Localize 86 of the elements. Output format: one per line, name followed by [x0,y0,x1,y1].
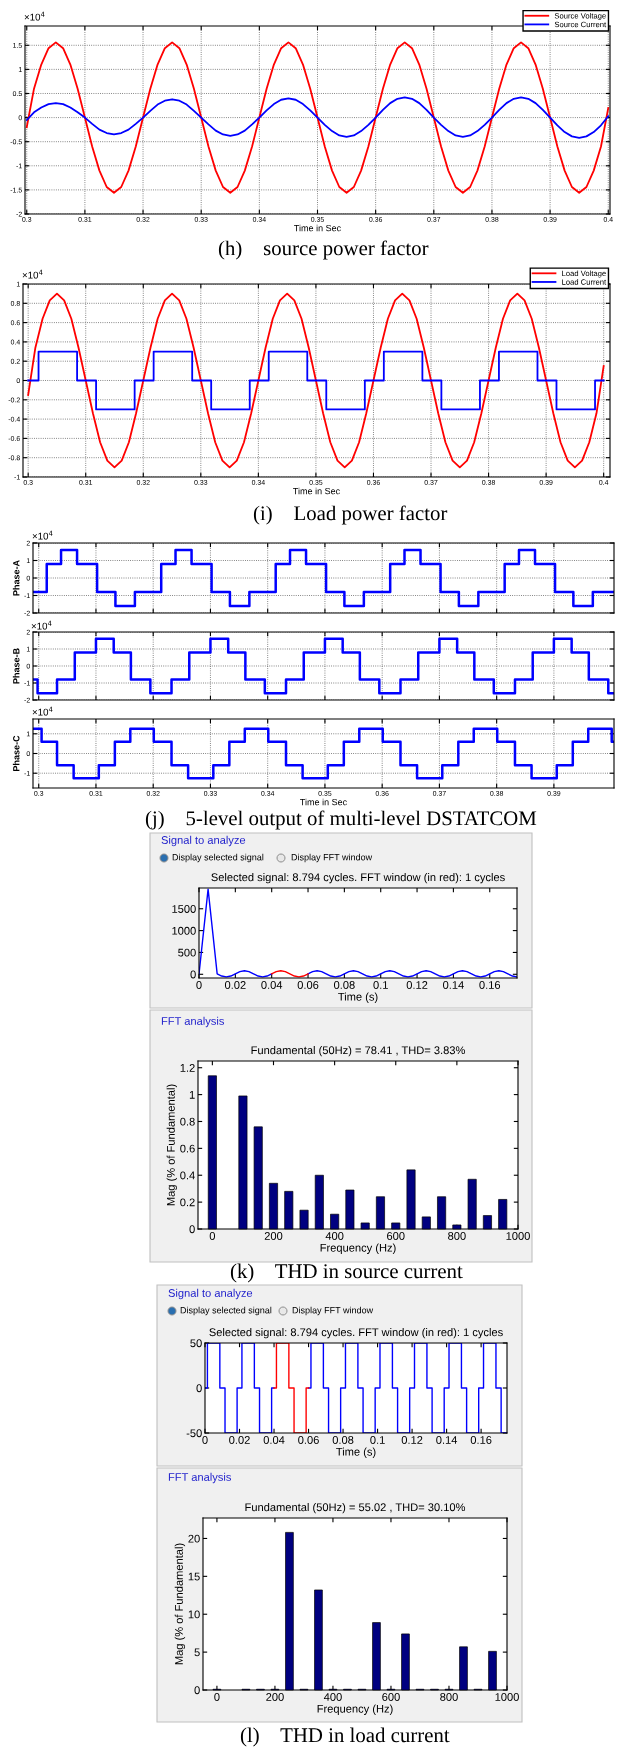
line-series [270,970,309,978]
text: Display selected signal [172,853,264,863]
x-tick-label: 0.06 [297,981,319,989]
x-tick-label: 200 [264,1232,283,1240]
y-tick-label: 0 [190,970,196,979]
text: Signal to analyze [168,1288,253,1300]
x-tick-label: 0.12 [401,1436,423,1444]
x-tick-label: 0.14 [443,981,464,989]
text: (h) source power factor [218,240,429,260]
x-tick-label: 0.06 [298,1436,319,1444]
x-tick-label: 400 [323,1693,342,1701]
x-axis-title: Time (s) [336,1447,376,1458]
y-tick-label: 1000 [172,926,196,935]
text: ×10$^{4}$ [32,530,53,540]
y-tick-label: 1 [189,1090,195,1099]
x-tick-label: 1000 [506,1232,530,1240]
y-tick-label: 0 [194,1686,200,1695]
y-axis-title: Phase-C [12,735,20,771]
x-tick-label: 800 [440,1693,458,1701]
x-axis-title: Time in Sec [293,487,340,495]
y-tick-label: 1500 [172,905,196,913]
y-axis-title: Mag (% of Fundamental) [174,1543,186,1665]
x-tick-label: 0.14 [436,1436,458,1444]
y-tick-label: 0 [189,1225,195,1234]
text: (j) 5-level output of multi-level DSTATCOM [145,810,537,830]
x-tick-label: 800 [448,1232,466,1240]
y-tick-label: 1.2 [180,1063,195,1072]
x-axis-title: Time in Sec [294,224,341,232]
y-tick-label: 10 [188,1610,200,1619]
y-tick-label: 50 [190,1339,202,1348]
text: (i) Load power factor [253,505,448,525]
text: ×10$^{4}$ [32,706,53,716]
y-axis-title: Phase-B [12,648,20,684]
x-axis-title: Time in Sec [300,798,347,806]
x-tick-label: 0.1 [373,981,388,989]
x-tick-label: 0 [214,1693,220,1701]
x-tick-label: 600 [387,1232,405,1240]
text: FFT analysis [168,1472,231,1484]
text: FFT analysis [161,1016,224,1028]
y-tick-label: 0.8 [180,1117,195,1126]
x-tick-label: 0 [209,1232,216,1240]
x-tick-label: 1000 [495,1693,519,1701]
x-tick-label: 0 [202,1436,208,1444]
y-tick-label: -50 [186,1429,202,1438]
x-tick-label: 0.16 [470,1436,492,1444]
text: Display FFT window [291,853,373,863]
x-tick-label: 0.04 [263,1436,285,1444]
x-tick-label: 0.04 [261,981,283,989]
text: Display FFT window [292,1306,374,1316]
chart-title: Selected signal: 8.794 cycles. FFT window (in red): 1 cycles [209,1328,503,1339]
text: ×10$^{4}$ [31,620,52,630]
text: Display selected signal [180,1306,272,1316]
x-axis-title: Time (s) [338,992,378,1003]
text: ×10$^{4}$ [22,269,43,279]
y-tick-label: 20 [188,1534,200,1543]
x-tick-label: 0.1 [370,1436,385,1444]
x-tick-label: 0.02 [224,981,246,989]
x-tick-label: 200 [266,1693,284,1701]
x-axis-title: Frequency (Hz) [320,1243,396,1254]
line-series [25,96,610,139]
x-tick-label: 0.08 [332,1436,354,1444]
text: (l) THD in load current [240,1727,450,1747]
x-tick-label: 0.16 [479,981,501,989]
y-tick-label: 15 [188,1572,200,1581]
y-tick-label: 500 [178,948,196,957]
y-axis-title: Mag (% of Fundamental) [166,1084,177,1206]
chart-title: Fundamental (50Hz) = 78.41 , THD= 3.83% [251,1046,465,1057]
text: ×10$^{4}$ [24,11,45,21]
line-series [27,292,605,469]
y-tick-label: 0.2 [180,1198,195,1207]
chart-title: Selected signal: 8.794 cycles. FFT window (in red): 1 cycles [211,873,505,884]
text: (k) THD in source current [230,1263,463,1283]
text: Signal to analyze [161,835,246,847]
x-tick-label: 400 [325,1232,344,1240]
x-tick-label: 0.08 [333,981,355,989]
chart-title: Fundamental (50Hz) = 55.02 , THD= 30.10% [245,1503,466,1514]
y-tick-label: 0 [196,1384,202,1393]
line-series [25,41,610,194]
x-tick-label: 0.12 [406,981,428,989]
y-tick-label: 5 [194,1648,200,1657]
x-tick-label: 0.02 [229,1436,250,1444]
y-axis-title: Phase-A [12,560,20,596]
y-tick-label: 0.4 [180,1171,195,1180]
x-tick-label: 600 [382,1693,400,1701]
y-tick-label: 0.6 [180,1144,195,1153]
x-axis-title: Frequency (Hz) [317,1704,393,1715]
